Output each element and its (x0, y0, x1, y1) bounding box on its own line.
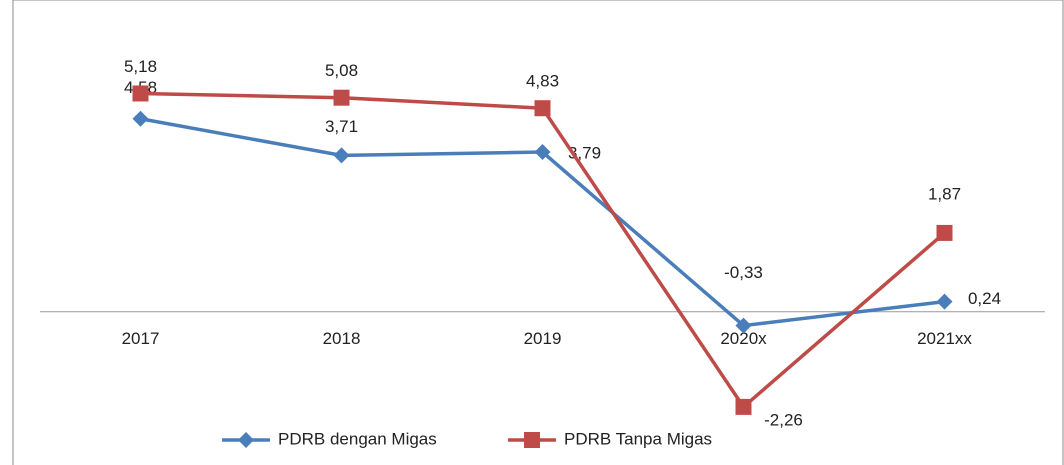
x-tick-label: 2020x (720, 329, 767, 348)
data-label: -2,26 (764, 410, 803, 429)
marker (534, 144, 551, 161)
data-label: 4,83 (526, 72, 559, 91)
marker (132, 110, 149, 127)
data-label: -0,33 (724, 263, 763, 282)
data-label: 0,24 (968, 289, 1001, 308)
marker (238, 432, 254, 448)
data-label: 1,87 (928, 184, 961, 203)
chart-frame (12, 0, 1064, 465)
marker (333, 147, 350, 164)
x-tick-label: 2019 (524, 329, 562, 348)
marker (936, 293, 953, 310)
data-label: 5,18 (124, 57, 157, 76)
marker (936, 224, 953, 241)
x-tick-label: 2017 (122, 329, 160, 348)
marker (132, 85, 149, 102)
data-label: 5,08 (325, 61, 358, 80)
legend-label: PDRB Tanpa Migas (564, 429, 712, 448)
x-tick-label: 2018 (323, 329, 361, 348)
legend-label: PDRB dengan Migas (278, 429, 437, 448)
marker (524, 432, 540, 448)
x-tick-label: 2021xx (917, 329, 972, 348)
data-label: 3,71 (325, 117, 358, 136)
marker (735, 317, 752, 334)
marker (534, 100, 551, 117)
marker (735, 398, 752, 415)
marker (333, 89, 350, 106)
